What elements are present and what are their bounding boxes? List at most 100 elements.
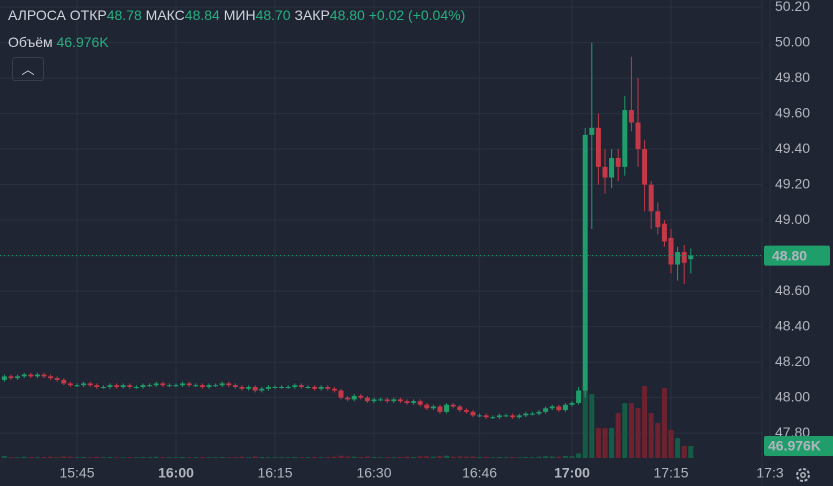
volume-bar [648,413,654,458]
x-tick-label: 17:00 [554,465,590,481]
volume-bar [219,456,225,458]
field-value: 48.80 [329,7,365,23]
volume-label: Объём [8,34,53,50]
volume-bar [318,457,324,458]
candle-body [556,406,562,411]
ohlc-legend: АЛРОСА ОТКР48.78 МАКС48.84 МИН48.70 ЗАКР… [8,7,465,23]
volume-bar [186,457,192,458]
last-price-label: 48.80 [772,247,807,263]
y-tick-label: 50.20 [775,0,810,14]
volume-bar [87,457,93,458]
volume-bar [556,456,562,458]
volume-bar [94,456,100,458]
settings-button[interactable] [796,468,810,482]
candle-body [193,385,199,387]
candle-body [371,399,377,402]
volume-bar [127,456,133,458]
volume-bar [661,388,667,458]
volume-bar [490,457,496,458]
candle-body [67,383,73,386]
gear-ring [796,468,810,482]
field-value: 48.84 [184,7,220,23]
volume-bar [1,455,7,458]
candle-body [364,397,370,402]
volume-bar [120,457,126,458]
volume-bar [549,456,555,458]
volume-bar [107,456,113,458]
volume-bar [371,456,377,458]
candle-body [292,385,298,387]
volume-bar [8,456,14,458]
collapse-button[interactable]: ︿ [12,57,44,81]
x-tick-label: 16:46 [462,465,497,481]
candle-body [133,386,139,388]
candle-body [61,379,67,384]
volume-bar [279,457,285,458]
candle-body [298,385,304,387]
volume-bar [246,457,252,458]
y-tick-label: 49.40 [775,140,810,156]
x-tick-label: 15:45 [59,465,94,481]
candle-body [609,157,615,178]
candle-body [213,385,219,387]
volume-bar [483,456,489,458]
candle-body [384,399,390,402]
volume-bar [312,456,318,458]
volume-bar [272,457,278,458]
candle-body [642,149,648,185]
candle-body [107,385,113,387]
volume-bar [444,455,450,458]
field-label: МИН [223,7,256,23]
volume-bar [351,456,357,458]
volume-bar [15,457,21,458]
candle-body [358,395,364,398]
candle-body [615,157,621,167]
candle-body [87,383,93,386]
last-price-box [764,245,830,266]
gear-hub [800,472,806,478]
candle-body [21,374,27,377]
volume-bar [160,456,166,458]
volume-bar [358,456,364,458]
volume-bar [536,456,542,458]
volume-bar [259,456,265,458]
volume-bar [292,456,298,458]
volume-bar [602,428,608,458]
volume-bar [265,457,271,458]
volume-bar [54,457,60,458]
volume-bar [331,456,337,458]
volume-bar [523,456,529,458]
candle-body [424,404,430,409]
volume-bar [496,456,502,458]
y-tick-label: 49.00 [775,211,810,227]
candle-body [180,383,186,386]
candle-body [562,404,568,411]
volume-bar [437,455,443,458]
volume-bar [305,457,311,458]
candle-body [523,413,529,416]
x-tick-label: 16:00 [158,465,194,481]
candle-body [628,110,634,123]
volume-bar [642,386,648,458]
candle-body [457,406,463,411]
candle-body [510,415,516,418]
volume-bar [41,456,47,458]
candle-body [477,415,483,417]
volume-bar [81,456,87,458]
volume-bar [298,457,304,458]
volume-bar [391,457,397,458]
candle-body [338,390,344,398]
volume-bar [477,456,483,458]
volume-bar [569,456,575,458]
candle-body [186,383,192,386]
candle-body [668,237,674,265]
candle-body [463,410,469,412]
field-label: МАКС [145,7,185,23]
field-label: ЗАКР [294,7,330,23]
candle-body [496,415,502,418]
candle-body [536,411,542,414]
candle-body [576,390,582,403]
candle-body [81,383,87,386]
